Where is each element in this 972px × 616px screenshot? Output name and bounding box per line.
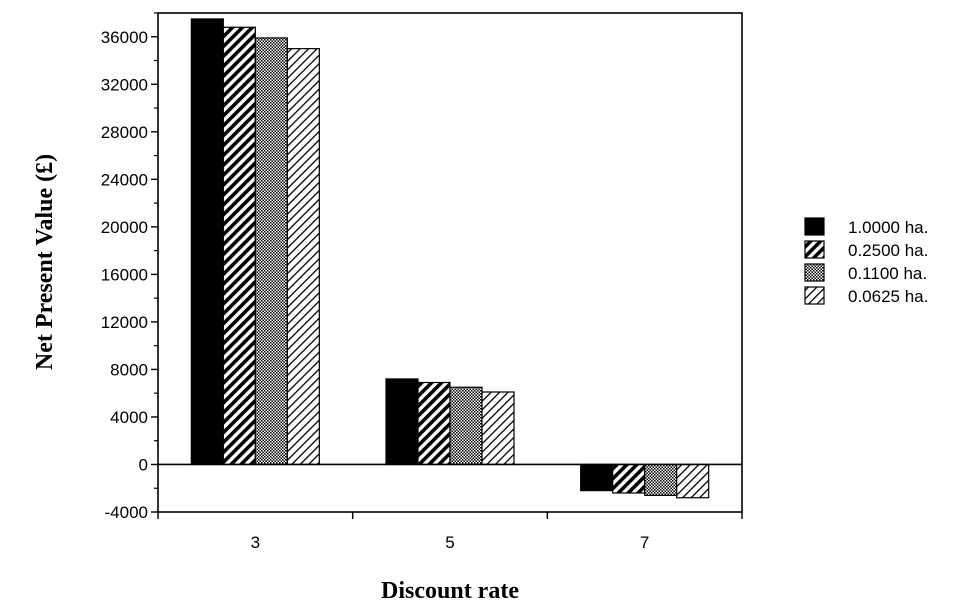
bar [580, 463, 614, 492]
y-axis-title: Net Present Value (£) [32, 154, 58, 370]
bar [385, 378, 419, 466]
legend-label: 0.0625 ha. [848, 287, 928, 306]
legend-swatch [804, 240, 825, 259]
legend-label: 0.1100 ha. [848, 264, 927, 283]
y-tick-label: 32000 [101, 75, 148, 94]
legend: 1.0000 ha. 0.2500 ha. 0.1100 ha. 0.0625 ha. [804, 217, 928, 306]
y-tick-label: -4000 [105, 503, 148, 522]
y-tick-label: 0 [139, 455, 148, 474]
y-tick-label: 24000 [101, 170, 148, 189]
bar [449, 386, 483, 466]
bar [190, 18, 224, 466]
y-tick-label: 12000 [101, 313, 148, 332]
legend-swatch [804, 217, 825, 236]
y-axis-ticks: -4000 0 4000 8000 12000 16000 20000 24000 28000 3… [101, 12, 158, 522]
bar [612, 463, 646, 494]
plot-frame [157, 12, 743, 513]
axes [157, 12, 743, 513]
bar [417, 381, 451, 466]
y-tick-label: 36000 [101, 28, 148, 47]
y-tick-label: 8000 [110, 360, 148, 379]
x-axis-title: Discount rate [381, 578, 519, 604]
bar [481, 391, 515, 466]
y-tick-label: 16000 [101, 265, 148, 284]
y-tick-label: 20000 [101, 218, 148, 237]
legend-label: 0.2500 ha. [848, 241, 928, 260]
bar [676, 463, 710, 499]
bar [286, 48, 320, 466]
x-tick-label: 3 [251, 533, 260, 552]
bar [254, 37, 288, 466]
bar [644, 463, 678, 496]
legend-label: 1.0000 ha. [848, 218, 928, 237]
legend-swatch [804, 286, 825, 305]
x-tick-label: 5 [445, 533, 454, 552]
legend-swatch [804, 263, 825, 282]
y-tick-label: 4000 [110, 408, 148, 427]
x-tick-label: 7 [640, 533, 649, 552]
bars [190, 18, 710, 499]
y-tick-label: 28000 [101, 123, 148, 142]
bar [222, 26, 256, 466]
x-axis-ticks: 3 5 7 [157, 512, 743, 552]
